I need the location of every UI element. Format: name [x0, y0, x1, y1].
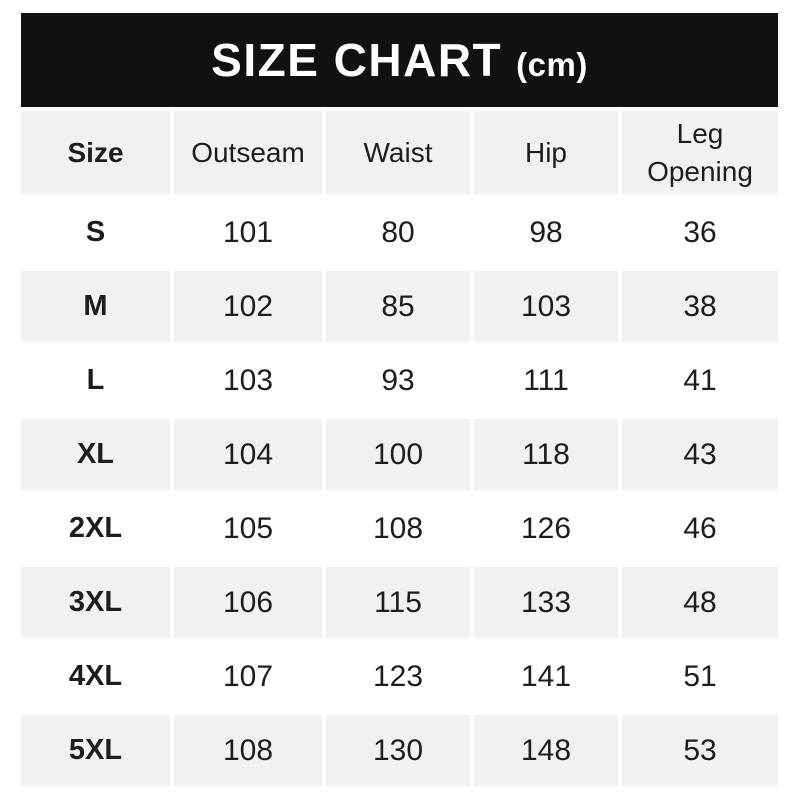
value-cell-label: 106 — [222, 585, 274, 619]
value-cell-label: 85 — [381, 289, 415, 323]
size-cell: 5XL — [21, 715, 170, 786]
value-cell: 111 — [474, 345, 618, 416]
size-cell: XL — [21, 419, 170, 490]
size-cell-label: XL — [76, 438, 115, 470]
value-cell: 126 — [474, 493, 618, 564]
title-banner: SIZE CHART (cm) — [21, 13, 778, 107]
value-cell: 41 — [622, 345, 778, 416]
size-cell: M — [21, 271, 170, 342]
value-cell-label: 115 — [374, 585, 422, 619]
value-cell-label: 103 — [520, 289, 572, 323]
value-cell-label: 123 — [372, 659, 424, 693]
value-cell-label: 133 — [520, 585, 572, 619]
size-cell: 2XL — [21, 493, 170, 564]
value-cell-label: 103 — [222, 363, 274, 397]
value-cell: 107 — [174, 641, 322, 712]
value-cell-label: 93 — [381, 363, 415, 397]
size-chart-table: Size Outseam Waist Hip Leg Opening S 101 80 98 36… — [21, 111, 778, 786]
header-cell-label: Outseam — [191, 136, 305, 168]
value-cell: 103 — [474, 271, 618, 342]
value-cell: 123 — [326, 641, 470, 712]
value-cell: 102 — [174, 271, 322, 342]
header-cell: Outseam — [174, 111, 322, 194]
size-cell-label: M — [83, 290, 108, 322]
value-cell: 108 — [174, 715, 322, 786]
value-cell-label: 51 — [683, 659, 717, 693]
header-cell-label: Waist — [363, 136, 433, 168]
value-cell: 53 — [622, 715, 778, 786]
header-cell: Leg Opening — [622, 111, 778, 194]
value-cell: 118 — [474, 419, 618, 490]
value-cell: 93 — [326, 345, 470, 416]
value-cell-label: 126 — [520, 511, 572, 545]
header-cell: Waist — [326, 111, 470, 194]
value-cell: 36 — [622, 197, 778, 268]
value-cell: 98 — [474, 197, 618, 268]
value-cell-label: 100 — [372, 437, 424, 471]
value-cell-label: 46 — [683, 511, 717, 545]
value-cell: 46 — [622, 493, 778, 564]
size-cell: L — [21, 345, 170, 416]
size-cell-label: 2XL — [68, 512, 123, 544]
value-cell-label: 98 — [529, 215, 563, 249]
value-cell-label: 141 — [520, 659, 572, 693]
value-cell-label: 53 — [683, 733, 717, 767]
value-cell-label: 36 — [683, 215, 717, 249]
value-cell-label: 38 — [683, 289, 717, 323]
title-unit: (cm) — [516, 46, 588, 83]
size-cell-label: 5XL — [68, 734, 123, 766]
value-cell-label: 43 — [683, 437, 717, 471]
value-cell: 51 — [622, 641, 778, 712]
size-cell-label: L — [86, 364, 105, 396]
value-cell-label: 105 — [222, 511, 274, 545]
value-cell-label: 130 — [372, 733, 424, 767]
page-title: SIZE CHART (cm) — [211, 33, 588, 87]
header-cell: Size — [21, 111, 170, 194]
header-cell-label: Size — [67, 136, 124, 168]
size-cell: S — [21, 197, 170, 268]
value-cell-label: 108 — [222, 733, 274, 767]
size-chart-sheet: SIZE CHART (cm) Size Outseam Waist Hip Leg Op… — [21, 13, 778, 786]
title-text: SIZE CHART — [211, 34, 503, 86]
value-cell: 130 — [326, 715, 470, 786]
value-cell-label: 48 — [683, 585, 717, 619]
size-cell-label: 4XL — [68, 660, 123, 692]
value-cell-label: 108 — [372, 511, 424, 545]
value-cell: 101 — [174, 197, 322, 268]
value-cell: 148 — [474, 715, 618, 786]
value-cell: 106 — [174, 567, 322, 638]
header-cell-label: Leg Opening — [647, 117, 753, 187]
value-cell: 80 — [326, 197, 470, 268]
value-cell-label: 148 — [520, 733, 572, 767]
value-cell-label: 107 — [222, 659, 274, 693]
value-cell: 48 — [622, 567, 778, 638]
size-cell-label: S — [85, 216, 106, 248]
value-cell-label: 111 — [523, 363, 569, 397]
value-cell: 43 — [622, 419, 778, 490]
value-cell: 104 — [174, 419, 322, 490]
value-cell: 100 — [326, 419, 470, 490]
value-cell: 108 — [326, 493, 470, 564]
header-cell: Hip — [474, 111, 618, 194]
size-cell: 3XL — [21, 567, 170, 638]
value-cell: 115 — [326, 567, 470, 638]
value-cell-label: 41 — [683, 363, 717, 397]
header-cell-label: Hip — [524, 136, 567, 168]
value-cell: 38 — [622, 271, 778, 342]
size-cell-label: 3XL — [68, 586, 123, 618]
value-cell: 105 — [174, 493, 322, 564]
value-cell-label: 118 — [522, 437, 570, 471]
value-cell: 103 — [174, 345, 322, 416]
value-cell-label: 104 — [222, 437, 274, 471]
value-cell-label: 101 — [222, 215, 274, 249]
size-cell: 4XL — [21, 641, 170, 712]
value-cell-label: 102 — [222, 289, 274, 323]
value-cell: 133 — [474, 567, 618, 638]
value-cell: 85 — [326, 271, 470, 342]
value-cell-label: 80 — [381, 215, 415, 249]
value-cell: 141 — [474, 641, 618, 712]
